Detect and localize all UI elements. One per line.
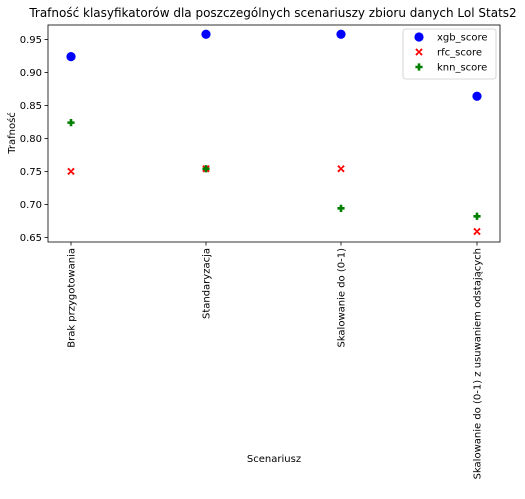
- legend-marker-xgb_score: [414, 32, 424, 42]
- knn_score-point: [202, 165, 210, 173]
- y-tick-label: 0.90: [20, 68, 42, 79]
- xgb_score-point: [336, 29, 346, 39]
- x-tick-label: Skalowanie do (0-1) z usuwaniem odstając…: [473, 248, 484, 479]
- plot-area: [47, 24, 501, 243]
- x-axis-label: Scenariusz: [247, 454, 301, 465]
- legend-box: [402, 28, 497, 80]
- legend-label: xgb_score: [437, 33, 487, 44]
- data-points: [66, 29, 482, 236]
- legend: xgb_score rfc_score knn_score: [402, 28, 497, 80]
- x-axis: Brak przygotowania Standaryzacja Skalowani…: [67, 242, 484, 479]
- x-tick-label: Brak przygotowania: [67, 248, 78, 348]
- knn_score-point: [473, 212, 481, 220]
- rfc_score-point: [67, 167, 75, 176]
- xgb_score-point: [472, 91, 482, 101]
- y-axis-label: Trafność: [6, 112, 18, 155]
- xgb_score-point: [66, 52, 76, 62]
- y-tick-label: 0.65: [20, 233, 42, 244]
- y-tick-label: 0.80: [20, 134, 42, 145]
- rfc_score-point: [337, 165, 345, 173]
- y-axis: 0.65 0.70 0.75 0.80 0.85 0.90 0.95: [20, 35, 48, 244]
- knn_score-point: [337, 204, 345, 212]
- y-tick-label: 0.75: [20, 167, 42, 178]
- legend-label: knn_score: [437, 63, 487, 74]
- rfc_score-point: [473, 227, 481, 236]
- y-tick-label: 0.95: [20, 35, 42, 46]
- knn_score-point: [67, 119, 75, 127]
- x-tick-label: Standaryzacja: [202, 248, 213, 319]
- legend-marker-rfc_score: [415, 48, 423, 56]
- x-tick-label: Skalowanie do (0-1): [337, 248, 348, 348]
- chart-title: Trafność klasyfikatorów dla poszczególny…: [28, 6, 516, 20]
- y-tick-label: 0.85: [20, 101, 42, 112]
- xgb_score-point: [201, 29, 211, 39]
- y-tick-label: 0.70: [20, 200, 42, 211]
- legend-label: rfc_score: [437, 48, 482, 59]
- legend-marker-knn_score: [415, 63, 423, 71]
- plot-frame: [47, 24, 501, 243]
